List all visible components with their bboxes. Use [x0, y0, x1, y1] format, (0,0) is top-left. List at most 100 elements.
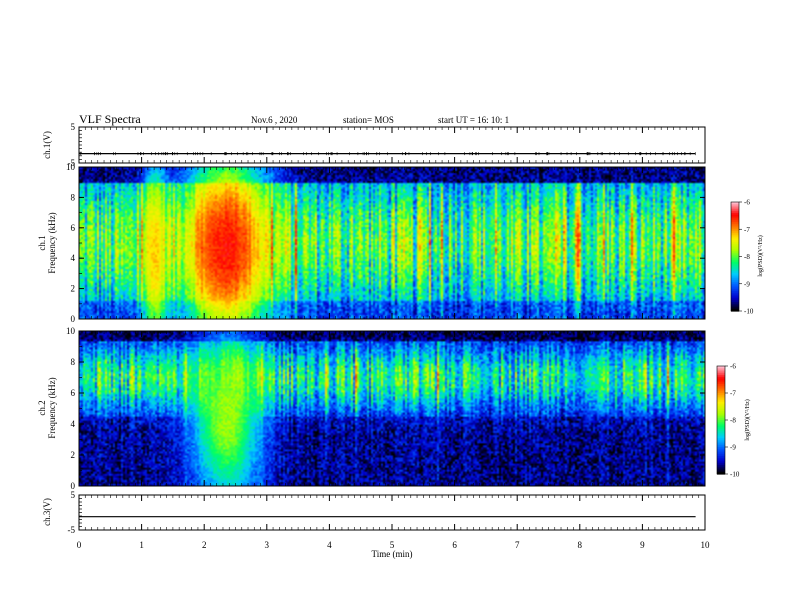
ch1-colorbar-color-step	[731, 207, 739, 210]
ch2-colorbar-color-step	[717, 375, 725, 378]
ch2-colorbar-color-step	[717, 394, 725, 398]
ch2-colorbar-tick-label: -10	[730, 471, 740, 479]
ch2-colorbar-color-step	[717, 438, 725, 441]
ch2-colorbar-color-step	[717, 418, 725, 421]
ch2-colorbar-color-step	[717, 391, 725, 394]
ch1-colorbar-color-step	[731, 249, 739, 252]
ch2-colorbar-color-step	[717, 439, 725, 443]
ch2-colorbar-tick-label: -6	[730, 363, 736, 371]
ch1-spectrogram-ytick-label: 2	[71, 284, 76, 294]
ch1-colorbar-color-step	[731, 263, 739, 267]
ch1-colorbar-color-step	[731, 209, 739, 212]
ch1-colorbar-tick-label: -6	[744, 199, 750, 207]
ch2-colorbar-color-step	[717, 466, 725, 470]
ch1-colorbar-color-step	[731, 278, 739, 281]
ch2-colorbar-color-step	[717, 432, 725, 435]
ch1-spectrogram-panel: ch.1 Frequency (kHz) 0 2 4 6 8 10	[37, 162, 706, 324]
ch1-colorbar-color-step	[731, 240, 739, 243]
ch2-colorbar-color-step	[717, 382, 725, 385]
ch1-colorbar-color-step	[731, 305, 739, 308]
ch2-colorbar-color-step	[717, 459, 725, 462]
ch2-colorbar-color-step	[717, 407, 725, 410]
ch1-colorbar-color-step	[731, 309, 739, 312]
ch2-colorbar-color-step	[717, 448, 725, 452]
ch2-colorbar-color-step	[717, 402, 725, 405]
ch2-colorbar-color-step	[717, 400, 725, 403]
ch1-colorbar-color-step	[731, 274, 739, 278]
time-tick-label: 0	[77, 540, 82, 550]
ch2-colorbar-color-step	[717, 416, 725, 419]
ch2-colorbar-color-step	[717, 457, 725, 461]
start-time-label: start UT = 16: 10: 1	[438, 115, 509, 125]
ch1-colorbar-color-step	[731, 225, 739, 229]
ch2-colorbar-color-step	[717, 409, 725, 412]
ch2-colorbar-color-step	[717, 456, 725, 459]
ch1-colorbar-color-step	[731, 212, 739, 216]
ch1-colorbar-color-step	[731, 252, 739, 256]
ch2-colorbar-color-step	[717, 412, 725, 416]
ch1-colorbar-color-step	[731, 223, 739, 227]
ch1-colorbar-color-step	[731, 267, 739, 270]
ch2-colorbar-color-step	[717, 411, 725, 414]
ch2-colorbar-color-step	[717, 367, 725, 371]
ch1-colorbar-color-step	[731, 218, 739, 221]
ch1-colorbar-color-step	[731, 234, 739, 238]
time-tick-label: 7	[515, 540, 520, 550]
ch2-colorbar-color-step	[717, 443, 725, 446]
ch2-spectrogram-ytick-label: 6	[71, 388, 76, 398]
ch2-colorbar-color-step	[717, 470, 725, 473]
ch1-colorbar-color-step	[731, 292, 739, 296]
time-tick-label: 3	[265, 540, 270, 550]
ch2-colorbar-color-step	[717, 429, 725, 432]
ch1-colorbar-color-step	[731, 214, 739, 218]
time-tick-label: 2	[202, 540, 207, 550]
ch1-colorbar-color-step	[731, 300, 739, 303]
ch1-spectrogram-ytick-label: 4	[71, 253, 76, 263]
ch2-colorbar-color-step	[717, 384, 725, 387]
ch1-colorbar-color-step	[731, 280, 739, 283]
ch2-colorbar-color-step	[717, 465, 725, 468]
ch1-colorbar-color-step	[731, 238, 739, 241]
ch2-colorbar-color-step	[717, 405, 725, 408]
ch2-colorbar-color-step	[717, 468, 725, 471]
ch1-colorbar-color-step	[731, 260, 739, 263]
ch2-colorbar-color-step	[717, 425, 725, 428]
ch1-colorbar-color-step	[731, 227, 739, 230]
ch2-colorbar-color-step	[717, 434, 725, 437]
ch1-colorbar-color-step	[731, 254, 739, 258]
ch2-colorbar-color-step	[717, 366, 725, 369]
ch2-colorbar-color-step	[717, 461, 725, 464]
ch2-colorbar-color-step	[717, 393, 725, 396]
ch1-colorbar: -6 -7 -8 -9 -10 log(PSD)(V²/Hz)	[730, 199, 764, 316]
ch2-colorbar-color-step	[717, 452, 725, 455]
ch1-colorbar-color-step	[731, 216, 739, 219]
ch2-frequency-axis-label: Frequency (kHz)	[47, 377, 57, 438]
ch1-colorbar-color-step	[731, 232, 739, 236]
ch2-colorbar-color-step	[717, 369, 725, 372]
ch2-colorbar-color-step	[717, 396, 725, 399]
ch1-colorbar-color-step	[731, 285, 739, 288]
ch2-colorbar-color-step	[717, 445, 725, 448]
ch2-colorbar-color-step	[717, 454, 725, 457]
ch1-colorbar-tick-label: -7	[744, 226, 750, 234]
ch2-colorbar-color-step	[717, 450, 725, 453]
ch1-spectrogram-ytick-label: 0	[71, 314, 76, 324]
ch2-spectrogram-ytick-label: 8	[71, 357, 76, 367]
ch2-colorbar-color-step	[717, 414, 725, 417]
ch1-colorbar-color-step	[731, 202, 739, 205]
ch1-colorbar-color-step	[731, 291, 739, 294]
ch1-colorbar-color-step	[731, 307, 739, 310]
ch1-colorbar-color-step	[731, 231, 739, 234]
ch1-colorbar-color-step	[731, 298, 739, 301]
time-tick-label: 4	[327, 540, 332, 550]
ch1-colorbar-color-step	[731, 303, 739, 307]
ch2-colorbar-color-step	[717, 427, 725, 430]
ch1-colorbar-color-step	[731, 236, 739, 239]
ch2-spectrogram-ytick-label: 10	[66, 326, 76, 336]
ch1-colorbar-color-step	[731, 229, 739, 232]
ch1-colorbar-color-step	[731, 287, 739, 290]
ch1-colorbar-color-step	[731, 269, 739, 272]
ch1-spectrogram-ytick-label: 6	[71, 223, 76, 233]
ch2-spectrogram-ytick-label: 0	[71, 481, 76, 491]
ch1-spectrogram-image	[79, 167, 705, 319]
